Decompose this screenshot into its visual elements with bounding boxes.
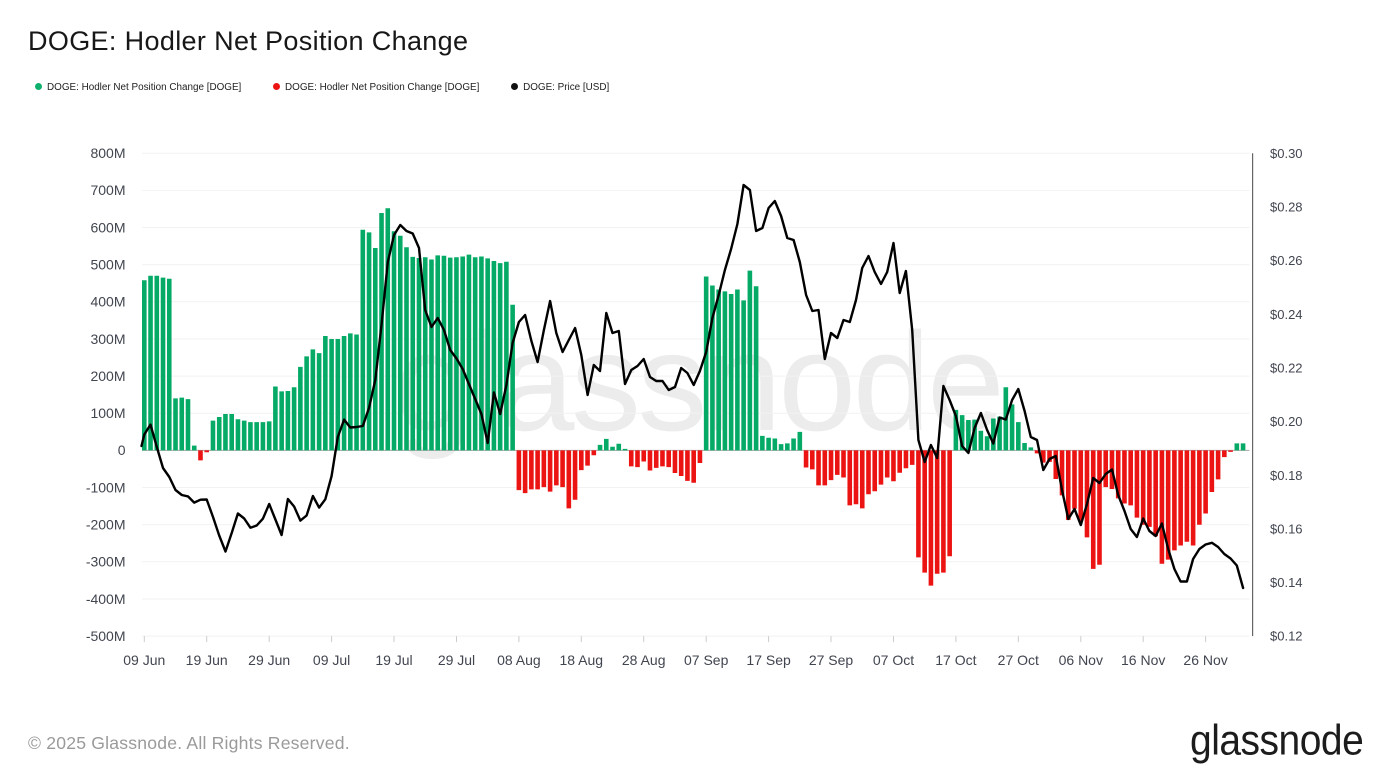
svg-text:$0.24: $0.24 xyxy=(1270,307,1303,322)
svg-text:500M: 500M xyxy=(90,257,125,273)
svg-text:27 Sep: 27 Sep xyxy=(809,652,854,668)
svg-text:400M: 400M xyxy=(90,294,125,310)
svg-text:$0.12: $0.12 xyxy=(1270,629,1303,644)
svg-text:800M: 800M xyxy=(90,145,125,161)
svg-text:26 Nov: 26 Nov xyxy=(1183,652,1227,668)
svg-text:06 Nov: 06 Nov xyxy=(1059,652,1103,668)
svg-text:18 Aug: 18 Aug xyxy=(559,652,603,668)
svg-text:17 Oct: 17 Oct xyxy=(935,652,976,668)
svg-text:16 Nov: 16 Nov xyxy=(1121,652,1165,668)
svg-text:-200M: -200M xyxy=(86,517,126,533)
svg-text:0: 0 xyxy=(118,442,126,458)
svg-text:-300M: -300M xyxy=(86,554,126,570)
svg-text:$0.14: $0.14 xyxy=(1270,575,1303,590)
svg-text:$0.28: $0.28 xyxy=(1270,200,1303,215)
svg-text:$0.22: $0.22 xyxy=(1270,361,1303,376)
svg-text:300M: 300M xyxy=(90,331,125,347)
svg-text:$0.30: $0.30 xyxy=(1270,146,1303,161)
svg-text:$0.18: $0.18 xyxy=(1270,468,1303,483)
svg-text:$0.26: $0.26 xyxy=(1270,253,1303,268)
svg-text:29 Jul: 29 Jul xyxy=(438,652,475,668)
svg-text:-400M: -400M xyxy=(86,591,126,607)
svg-text:$0.20: $0.20 xyxy=(1270,414,1303,429)
svg-text:19 Jul: 19 Jul xyxy=(375,652,412,668)
svg-text:09 Jul: 09 Jul xyxy=(313,652,350,668)
svg-text:-500M: -500M xyxy=(86,628,126,644)
svg-text:-100M: -100M xyxy=(86,479,126,495)
svg-text:100M: 100M xyxy=(90,405,125,421)
svg-text:700M: 700M xyxy=(90,182,125,198)
svg-text:09 Jun: 09 Jun xyxy=(123,652,165,668)
svg-text:28 Aug: 28 Aug xyxy=(622,652,666,668)
svg-text:200M: 200M xyxy=(90,368,125,384)
svg-text:08 Aug: 08 Aug xyxy=(497,652,541,668)
svg-text:29 Jun: 29 Jun xyxy=(248,652,290,668)
svg-text:19 Jun: 19 Jun xyxy=(186,652,228,668)
svg-text:600M: 600M xyxy=(90,219,125,235)
svg-text:glassnode: glassnode xyxy=(395,303,1002,460)
svg-text:17 Sep: 17 Sep xyxy=(746,652,791,668)
svg-text:07 Sep: 07 Sep xyxy=(684,652,729,668)
svg-text:27 Oct: 27 Oct xyxy=(998,652,1039,668)
svg-text:07 Oct: 07 Oct xyxy=(873,652,914,668)
svg-text:$0.16: $0.16 xyxy=(1270,521,1303,536)
